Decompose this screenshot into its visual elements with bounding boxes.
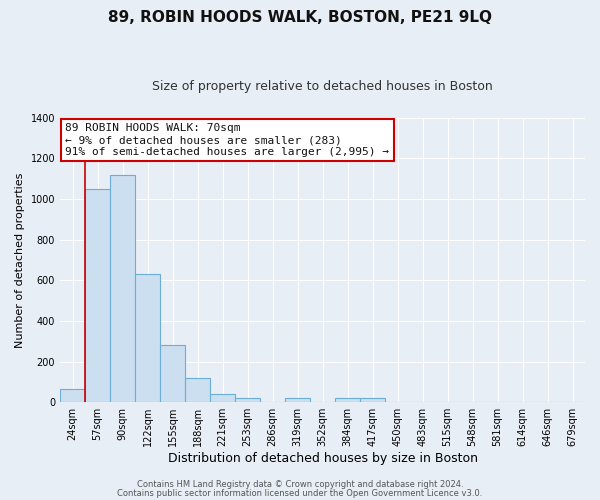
Bar [210,394,235,402]
Text: Contains HM Land Registry data © Crown copyright and database right 2024.: Contains HM Land Registry data © Crown c… [137,480,463,489]
Text: 89, ROBIN HOODS WALK, BOSTON, PE21 9LQ: 89, ROBIN HOODS WALK, BOSTON, PE21 9LQ [108,10,492,25]
Text: Contains public sector information licensed under the Open Government Licence v3: Contains public sector information licen… [118,488,482,498]
Bar [135,274,160,402]
Bar [85,189,110,402]
Bar [185,378,210,402]
Bar [60,389,85,402]
Bar [360,398,385,402]
Bar [335,398,360,402]
Title: Size of property relative to detached houses in Boston: Size of property relative to detached ho… [152,80,493,93]
Bar [160,346,185,402]
Text: 89 ROBIN HOODS WALK: 70sqm
← 9% of detached houses are smaller (283)
91% of semi: 89 ROBIN HOODS WALK: 70sqm ← 9% of detac… [65,124,389,156]
Bar [235,398,260,402]
Bar [110,174,135,402]
Y-axis label: Number of detached properties: Number of detached properties [15,172,25,348]
X-axis label: Distribution of detached houses by size in Boston: Distribution of detached houses by size … [167,452,478,465]
Bar [285,398,310,402]
